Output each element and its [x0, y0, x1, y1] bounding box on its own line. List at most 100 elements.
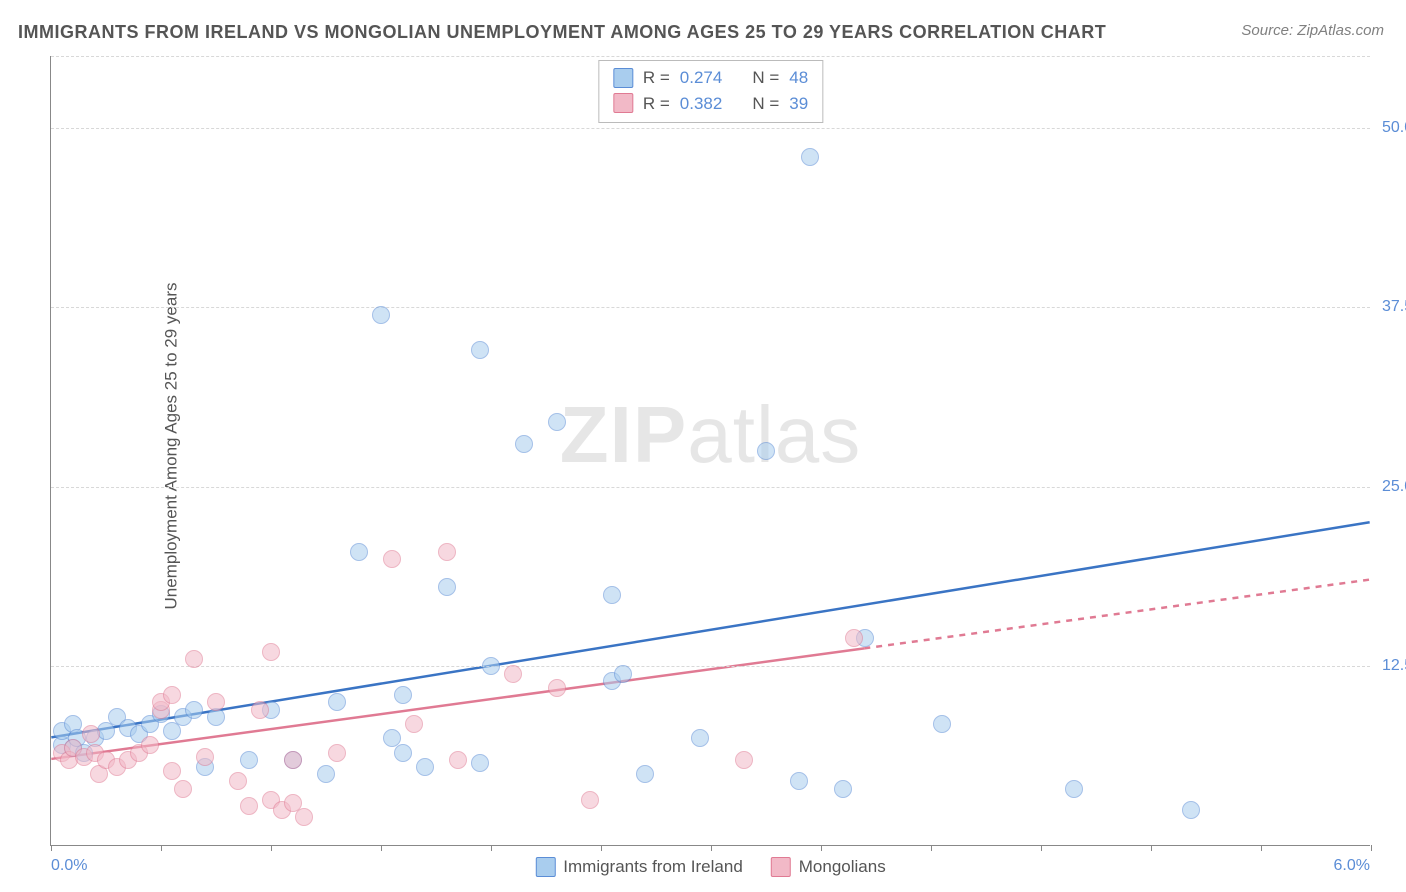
source-label: Source: — [1241, 22, 1293, 39]
data-point — [196, 748, 214, 766]
x-tick-label: 0.0% — [51, 857, 87, 875]
data-point — [482, 657, 500, 675]
gridline — [51, 487, 1370, 488]
data-point — [405, 715, 423, 733]
legend-r-value: 0.274 — [680, 65, 723, 91]
data-point — [350, 543, 368, 561]
legend-r-label: R = — [643, 91, 670, 117]
data-point — [163, 686, 181, 704]
data-point — [471, 341, 489, 359]
watermark: ZIPatlas — [560, 389, 861, 481]
trend-line — [51, 522, 1369, 737]
legend-n-value: 48 — [789, 65, 808, 91]
legend-r-label: R = — [643, 65, 670, 91]
data-point — [240, 797, 258, 815]
legend-swatch-icon — [535, 857, 555, 877]
data-point — [636, 765, 654, 783]
legend-swatch-icon — [771, 857, 791, 877]
gridline — [51, 56, 1370, 57]
legend-r-value: 0.382 — [680, 91, 723, 117]
data-point — [603, 586, 621, 604]
data-point — [262, 643, 280, 661]
data-point — [515, 435, 533, 453]
legend-swatch-icon — [613, 93, 633, 113]
gridline — [51, 307, 1370, 308]
data-point — [933, 715, 951, 733]
legend-stats-box: R = 0.274 N = 48 R = 0.382 N = 39 — [598, 60, 823, 123]
data-point — [438, 578, 456, 596]
source-name: ZipAtlas.com — [1297, 22, 1384, 39]
watermark-bold: ZIP — [560, 390, 687, 479]
x-tick-label: 6.0% — [1334, 857, 1370, 875]
data-point — [163, 762, 181, 780]
x-tick — [1041, 845, 1042, 851]
legend-series-label: Immigrants from Ireland — [563, 857, 743, 877]
data-point — [240, 751, 258, 769]
data-point — [504, 665, 522, 683]
source-attribution: Source: ZipAtlas.com — [1241, 22, 1384, 39]
data-point — [185, 650, 203, 668]
legend-stats-row: R = 0.382 N = 39 — [613, 91, 808, 117]
y-tick-label: 37.5% — [1374, 298, 1406, 316]
data-point — [581, 791, 599, 809]
gridline — [51, 666, 1370, 667]
legend-n-label: N = — [752, 65, 779, 91]
x-tick — [161, 845, 162, 851]
x-tick — [381, 845, 382, 851]
data-point — [416, 758, 434, 776]
plot-area: ZIPatlas R = 0.274 N = 48 R = 0.382 N = … — [50, 56, 1370, 846]
data-point — [295, 808, 313, 826]
data-point — [284, 751, 302, 769]
x-tick — [491, 845, 492, 851]
y-tick-label: 50.0% — [1374, 119, 1406, 137]
x-tick — [931, 845, 932, 851]
chart-container: IMMIGRANTS FROM IRELAND VS MONGOLIAN UNE… — [0, 0, 1406, 892]
data-point — [438, 543, 456, 561]
data-point — [207, 693, 225, 711]
legend-n-value: 39 — [789, 91, 808, 117]
data-point — [174, 780, 192, 798]
y-tick-label: 12.5% — [1374, 657, 1406, 675]
x-tick — [821, 845, 822, 851]
x-tick — [601, 845, 602, 851]
legend-swatch-icon — [613, 68, 633, 88]
data-point — [394, 744, 412, 762]
data-point — [328, 693, 346, 711]
data-point — [185, 701, 203, 719]
data-point — [449, 751, 467, 769]
legend-bottom: Immigrants from Ireland Mongolians — [535, 857, 885, 877]
watermark-thin: atlas — [687, 390, 861, 479]
data-point — [1182, 801, 1200, 819]
data-point — [790, 772, 808, 790]
x-tick — [711, 845, 712, 851]
x-tick — [1261, 845, 1262, 851]
data-point — [229, 772, 247, 790]
data-point — [834, 780, 852, 798]
data-point — [548, 413, 566, 431]
data-point — [372, 306, 390, 324]
data-point — [317, 765, 335, 783]
trend-lines-layer — [51, 56, 1370, 845]
legend-n-label: N = — [752, 91, 779, 117]
chart-title: IMMIGRANTS FROM IRELAND VS MONGOLIAN UNE… — [18, 22, 1106, 43]
x-tick — [1371, 845, 1372, 851]
gridline — [51, 128, 1370, 129]
data-point — [1065, 780, 1083, 798]
x-tick — [271, 845, 272, 851]
data-point — [614, 665, 632, 683]
data-point — [471, 754, 489, 772]
data-point — [735, 751, 753, 769]
data-point — [328, 744, 346, 762]
data-point — [845, 629, 863, 647]
x-tick — [51, 845, 52, 851]
data-point — [251, 701, 269, 719]
legend-stats-row: R = 0.274 N = 48 — [613, 65, 808, 91]
legend-item: Immigrants from Ireland — [535, 857, 743, 877]
x-tick — [1151, 845, 1152, 851]
data-point — [383, 550, 401, 568]
data-point — [141, 736, 159, 754]
trend-line-dashed — [864, 580, 1369, 649]
legend-series-label: Mongolians — [799, 857, 886, 877]
legend-item: Mongolians — [771, 857, 886, 877]
data-point — [691, 729, 709, 747]
